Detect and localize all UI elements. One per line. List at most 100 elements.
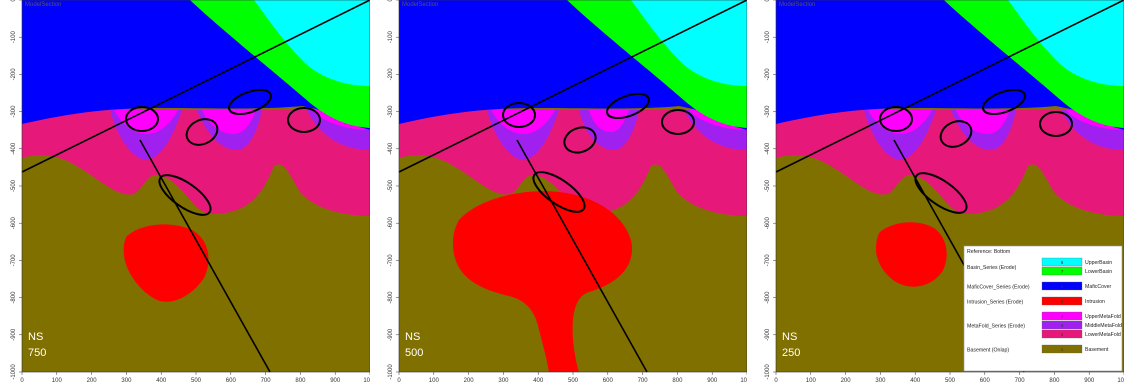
fault-line-b: [516, 139, 648, 373]
panel-value-label: 750: [28, 347, 46, 359]
x-tick-label: 700: [1015, 378, 1026, 384]
x-tick-label: 600: [980, 378, 991, 384]
section-corner-label: ModelSection: [25, 2, 61, 8]
x-tick-label: 1000: [740, 378, 747, 384]
x-tick-label: 500: [945, 378, 956, 384]
y-tick-label: -400: [765, 142, 771, 155]
highlight-ellipse: [939, 120, 973, 148]
legend-unit-name: UpperBasin: [1085, 260, 1112, 266]
y-tick-label: -700: [765, 254, 771, 267]
legend-title: Reference: Bottom: [967, 249, 1010, 255]
x-tick-label: 400: [156, 378, 167, 384]
y-tick-label: -700: [388, 254, 394, 267]
x-tick-label: 900: [330, 378, 341, 384]
y-tick-label: -300: [388, 105, 394, 118]
legend-series-label: MaficCover_Series (Erode): [967, 285, 1030, 291]
highlight-ellipse: [661, 109, 695, 135]
highlight-ellipse: [228, 88, 272, 116]
highlight-ellipse: [1039, 111, 1073, 137]
fault-line-b: [139, 139, 271, 373]
y-tick-label: -500: [765, 179, 771, 192]
y-tick-label: -300: [765, 105, 771, 118]
legend-unit-name: Intrusion: [1085, 299, 1105, 305]
fault-line-a: [398, 0, 747, 173]
x-tick-label: 700: [261, 378, 272, 384]
legend-unit-name: LowerBasin: [1085, 269, 1112, 275]
legend-unit-number: 1: [1061, 347, 1064, 352]
y-tick-label: -800: [11, 291, 17, 304]
legend-swatch: [1041, 266, 1083, 276]
highlight-ellipse: [287, 107, 321, 133]
lower-metafold-unit: [776, 110, 1124, 216]
intrusion-body: [876, 222, 947, 287]
x-tick-label: 0: [20, 378, 24, 384]
panel-value-label: 250: [782, 347, 800, 359]
y-tick-label: -100: [765, 31, 771, 44]
fault-line-a: [775, 0, 1124, 173]
x-tick-label: 700: [638, 378, 649, 384]
highlight-ellipse: [563, 126, 597, 154]
panel-value-label: 500: [405, 347, 423, 359]
x-tick-label: 100: [429, 378, 440, 384]
legend-swatch: [1041, 329, 1083, 339]
highlight-ellipse: [532, 171, 586, 213]
y-tick-label: -600: [388, 217, 394, 230]
x-tick-label: 200: [841, 378, 852, 384]
y-tick-label: -1000: [765, 364, 771, 380]
legend-swatch: [1041, 344, 1083, 354]
x-tick-label: 400: [910, 378, 921, 384]
legend-unit-number: 5: [1061, 299, 1064, 304]
y-tick-label: -600: [765, 217, 771, 230]
lower-metafold-unit: [22, 110, 370, 216]
panel-prefix-label: NS: [405, 331, 420, 343]
x-tick-label: 800: [672, 378, 683, 384]
x-tick-label: 200: [464, 378, 475, 384]
y-tick-label: -900: [11, 328, 17, 341]
highlight-ellipse: [185, 118, 219, 146]
section-plot-ns-750: ModelSection NS 750 0 -100 -200 -300 -400 -50…: [11, 0, 370, 384]
highlight-ellipse: [879, 106, 913, 132]
legend-unit-number: 2: [1061, 332, 1064, 337]
panel-prefix-label: NS: [782, 331, 797, 343]
y-tick-label: 0: [388, 0, 394, 2]
x-tick-label: 400: [533, 378, 544, 384]
legend-unit-number: 4: [1061, 314, 1064, 319]
legend-unit-name: UpperMetaFold: [1085, 314, 1121, 320]
x-tick-label: 600: [226, 378, 237, 384]
y-tick-label: -900: [388, 328, 394, 341]
legend-unit-name: MaficCover: [1085, 284, 1112, 290]
x-tick-label: 600: [603, 378, 614, 384]
x-tick-label: 500: [191, 378, 202, 384]
y-tick-label: -400: [11, 142, 17, 155]
legend-series-label: Basin_Series (Erode): [967, 265, 1017, 271]
mafic-cover-unit: [399, 0, 747, 130]
y-tick-label: -100: [388, 31, 394, 44]
y-tick-label: -200: [765, 68, 771, 81]
legend-unit-name: MiddleMetaFold: [1085, 323, 1122, 329]
panel-prefix-label: NS: [28, 331, 43, 343]
legend-swatch: [1041, 257, 1083, 267]
y-tick-label: -400: [388, 142, 394, 155]
x-tick-label: 200: [87, 378, 98, 384]
legend-swatch: [1041, 311, 1083, 321]
cross-section-panel-ns-500: ModelSection NS 500 0 -100 -200 -300 -400 -50…: [381, 0, 747, 387]
legend-box: Reference: Bottom Basin_Series (Erode) 8 U…: [963, 245, 1123, 372]
y-tick-label: -800: [388, 291, 394, 304]
highlight-ellipse: [606, 92, 650, 120]
x-tick-label: 800: [1049, 378, 1060, 384]
y-tick-label: -500: [388, 179, 394, 192]
mafic-cover-unit: [22, 0, 370, 130]
mafic-cover-unit: [776, 0, 1124, 130]
highlight-ellipse: [982, 88, 1026, 116]
highlight-ellipse: [158, 174, 212, 216]
x-tick-label: 100: [806, 378, 817, 384]
lower-metafold-unit: [399, 110, 747, 216]
x-tick-label: 100: [52, 378, 63, 384]
legend-unit-number: 3: [1061, 323, 1064, 328]
x-tick-label: 0: [397, 378, 401, 384]
y-tick-label: -1000: [388, 364, 394, 380]
y-tick-label: -500: [11, 179, 17, 192]
section-plot-ns-500: ModelSection NS 500 0 -100 -200 -300 -400 -50…: [388, 0, 747, 384]
y-tick-label: -600: [11, 217, 17, 230]
y-tick-label: -1000: [11, 364, 17, 380]
